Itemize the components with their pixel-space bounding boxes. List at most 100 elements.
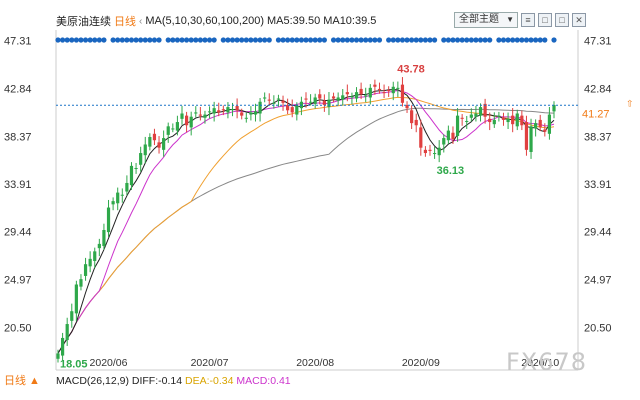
event-dot <box>252 37 259 43</box>
candle-body <box>313 97 317 104</box>
y-tick-right: 33.91 <box>584 179 612 191</box>
candle-body <box>157 142 161 148</box>
ma10-line <box>57 89 555 354</box>
candle-body <box>148 137 152 147</box>
candle-body <box>74 284 78 314</box>
candle-body <box>322 100 326 105</box>
event-dot <box>510 37 516 43</box>
event-dot <box>156 37 162 43</box>
candle-body <box>451 132 455 140</box>
event-dot <box>390 37 396 43</box>
candle-body <box>410 110 414 124</box>
candle-body <box>442 138 446 145</box>
event-dot <box>537 37 543 43</box>
candle-body <box>331 96 336 99</box>
candle-body <box>359 88 363 95</box>
candle-body <box>336 97 340 101</box>
event-dot <box>372 37 378 43</box>
event-dot <box>528 37 534 43</box>
restore-icon[interactable]: □ <box>538 13 552 27</box>
event-dot <box>317 37 323 43</box>
event-dot <box>229 37 236 43</box>
candle-body <box>152 133 157 141</box>
event-dot <box>133 37 139 43</box>
period-label[interactable]: 日线 <box>114 16 136 28</box>
candle-body <box>543 129 547 132</box>
macd-label: MACD(26,12,9) <box>56 375 129 387</box>
x-tick-label: 2020/09 <box>402 357 440 369</box>
event-dot <box>298 37 305 43</box>
y-tick-right: 38.37 <box>584 131 612 143</box>
close-icon[interactable]: ✕ <box>572 13 586 27</box>
candle-body <box>120 194 124 196</box>
x-tick-label: 2020/06 <box>90 357 128 369</box>
candle-body <box>515 113 519 127</box>
candle-body <box>102 229 106 247</box>
period-switch[interactable]: 日线 ▲ <box>4 375 40 387</box>
candle-body <box>506 118 510 123</box>
candle-body <box>88 258 92 267</box>
candle-body <box>308 101 313 103</box>
candle-body <box>203 114 207 118</box>
event-dot <box>454 37 461 43</box>
candle-body <box>341 95 345 100</box>
event-dot <box>321 37 327 43</box>
candle-body <box>83 264 88 276</box>
candle-body <box>175 122 180 131</box>
event-dot <box>174 37 181 43</box>
diff-value: DIFF:-0.14 <box>131 375 183 387</box>
event-dot <box>151 37 158 43</box>
y-tick-right: 24.97 <box>584 274 612 286</box>
event-dot <box>505 37 511 43</box>
candle-body <box>244 117 248 119</box>
event-dot <box>353 37 360 43</box>
candle-body <box>345 92 349 95</box>
candle-body <box>455 115 460 136</box>
menu-icon[interactable]: ≡ <box>521 13 535 27</box>
candle-body <box>497 115 501 117</box>
chart-header: 美原油连续 日线 ‹ MA(5,10,30,60,100,200) MA5:39… <box>56 13 376 29</box>
y-tick-left: 33.91 <box>4 179 32 191</box>
candle-body <box>70 311 74 321</box>
low-annotation: 18.05 <box>60 358 88 370</box>
candle-body <box>189 116 193 128</box>
low-annotation: 36.13 <box>437 165 465 177</box>
y-tick-left: 24.97 <box>4 274 32 286</box>
event-dot <box>183 37 190 43</box>
event-dot <box>170 37 176 43</box>
event-dot <box>188 37 194 43</box>
candle-body <box>106 207 111 233</box>
event-dot <box>69 37 75 43</box>
event-dot <box>294 37 300 43</box>
event-dot <box>533 37 539 43</box>
ma-settings-label[interactable]: MA(5,10,30,60,100,200) <box>145 15 264 27</box>
ma5-value: MA5:39.50 <box>266 15 321 27</box>
candle-body <box>364 95 368 97</box>
candle-body <box>492 119 496 125</box>
event-dot <box>138 37 144 43</box>
indicator-bar: 日线 ▲ MACD(26,12,9) DIFF:-0.14 DEA:-0.34 … <box>0 370 640 387</box>
event-dot <box>335 37 341 43</box>
event-dot <box>87 37 93 43</box>
event-dot <box>119 37 125 43</box>
event-dot <box>64 37 70 43</box>
event-dot <box>514 37 520 43</box>
theme-select[interactable]: 全部主题 ▼ <box>454 12 518 28</box>
candle-body <box>166 126 170 135</box>
event-dot <box>82 37 89 43</box>
event-dot <box>427 37 433 43</box>
current-price-label: 41.27 <box>582 108 610 120</box>
candle-body <box>350 96 354 98</box>
event-dot <box>431 37 438 43</box>
event-dot <box>482 37 488 43</box>
candle-body <box>249 112 253 115</box>
candle-body <box>488 118 492 123</box>
event-dot <box>386 37 392 43</box>
ma30-line <box>57 96 555 354</box>
maximize-icon[interactable]: □ <box>555 13 569 27</box>
event-dot <box>73 37 79 43</box>
candle-body <box>538 119 542 128</box>
chevron-left-icon[interactable]: ‹ <box>139 15 143 27</box>
event-dot <box>542 37 548 43</box>
